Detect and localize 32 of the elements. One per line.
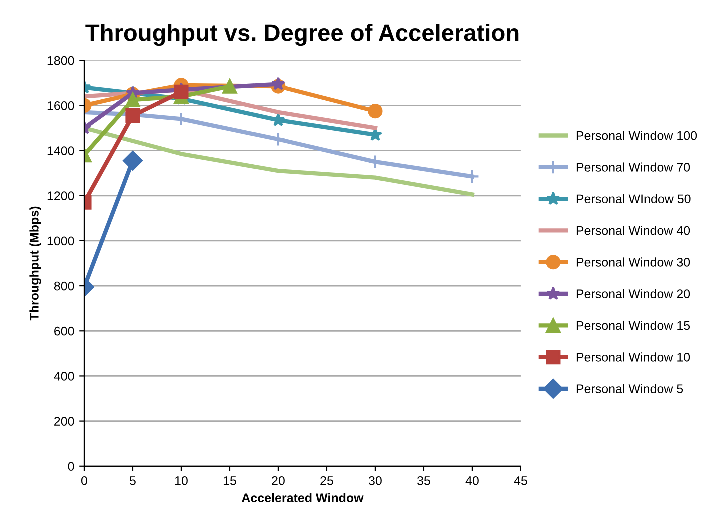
- x-tick-label: 5: [130, 476, 136, 486]
- x-tick-label: 20: [272, 476, 285, 486]
- x-tick-label: 30: [368, 476, 382, 486]
- legend-label: Personal Window 15: [576, 320, 690, 330]
- legend-label: Personal Window 70: [576, 162, 690, 172]
- x-tick-label: 40: [466, 476, 479, 486]
- y-tick-label: 1600: [48, 101, 74, 110]
- y-tick-label: 600: [54, 326, 74, 336]
- y-tick-label: 1200: [48, 192, 74, 201]
- y-tick-label: 1800: [48, 56, 74, 66]
- legend-label: Personal Window 5: [576, 384, 684, 394]
- legend-label: Personal Window 10: [576, 352, 690, 362]
- y-tick-label: 0: [68, 462, 74, 472]
- x-tick-label: 10: [175, 476, 188, 486]
- chart-title: Throughput vs. Degree of Acceleration: [86, 24, 519, 46]
- legend-label: Personal WIndow 50: [576, 194, 691, 204]
- legend-label: Personal Window 100: [576, 131, 698, 140]
- x-tick-label: 15: [224, 476, 236, 486]
- legend-label: Personal Window 40: [576, 226, 690, 236]
- x-tick-label: 0: [81, 476, 88, 486]
- y-tick-label: 800: [54, 282, 74, 291]
- y-tick-label: 400: [54, 372, 74, 381]
- x-axis-title: Accelerated Window: [242, 493, 364, 503]
- x-tick-label: 35: [417, 476, 430, 486]
- legend-label: Personal Window 30: [576, 258, 690, 267]
- x-tick-label: 25: [320, 476, 334, 486]
- x-tick-label: 45: [514, 476, 528, 486]
- y-tick-label: 1400: [48, 146, 74, 156]
- y-axis-title: Throughput (Mbps): [30, 206, 42, 321]
- y-tick-label: 200: [54, 417, 74, 426]
- y-tick-label: 1000: [48, 236, 74, 246]
- legend-label: Personal Window 20: [576, 289, 690, 299]
